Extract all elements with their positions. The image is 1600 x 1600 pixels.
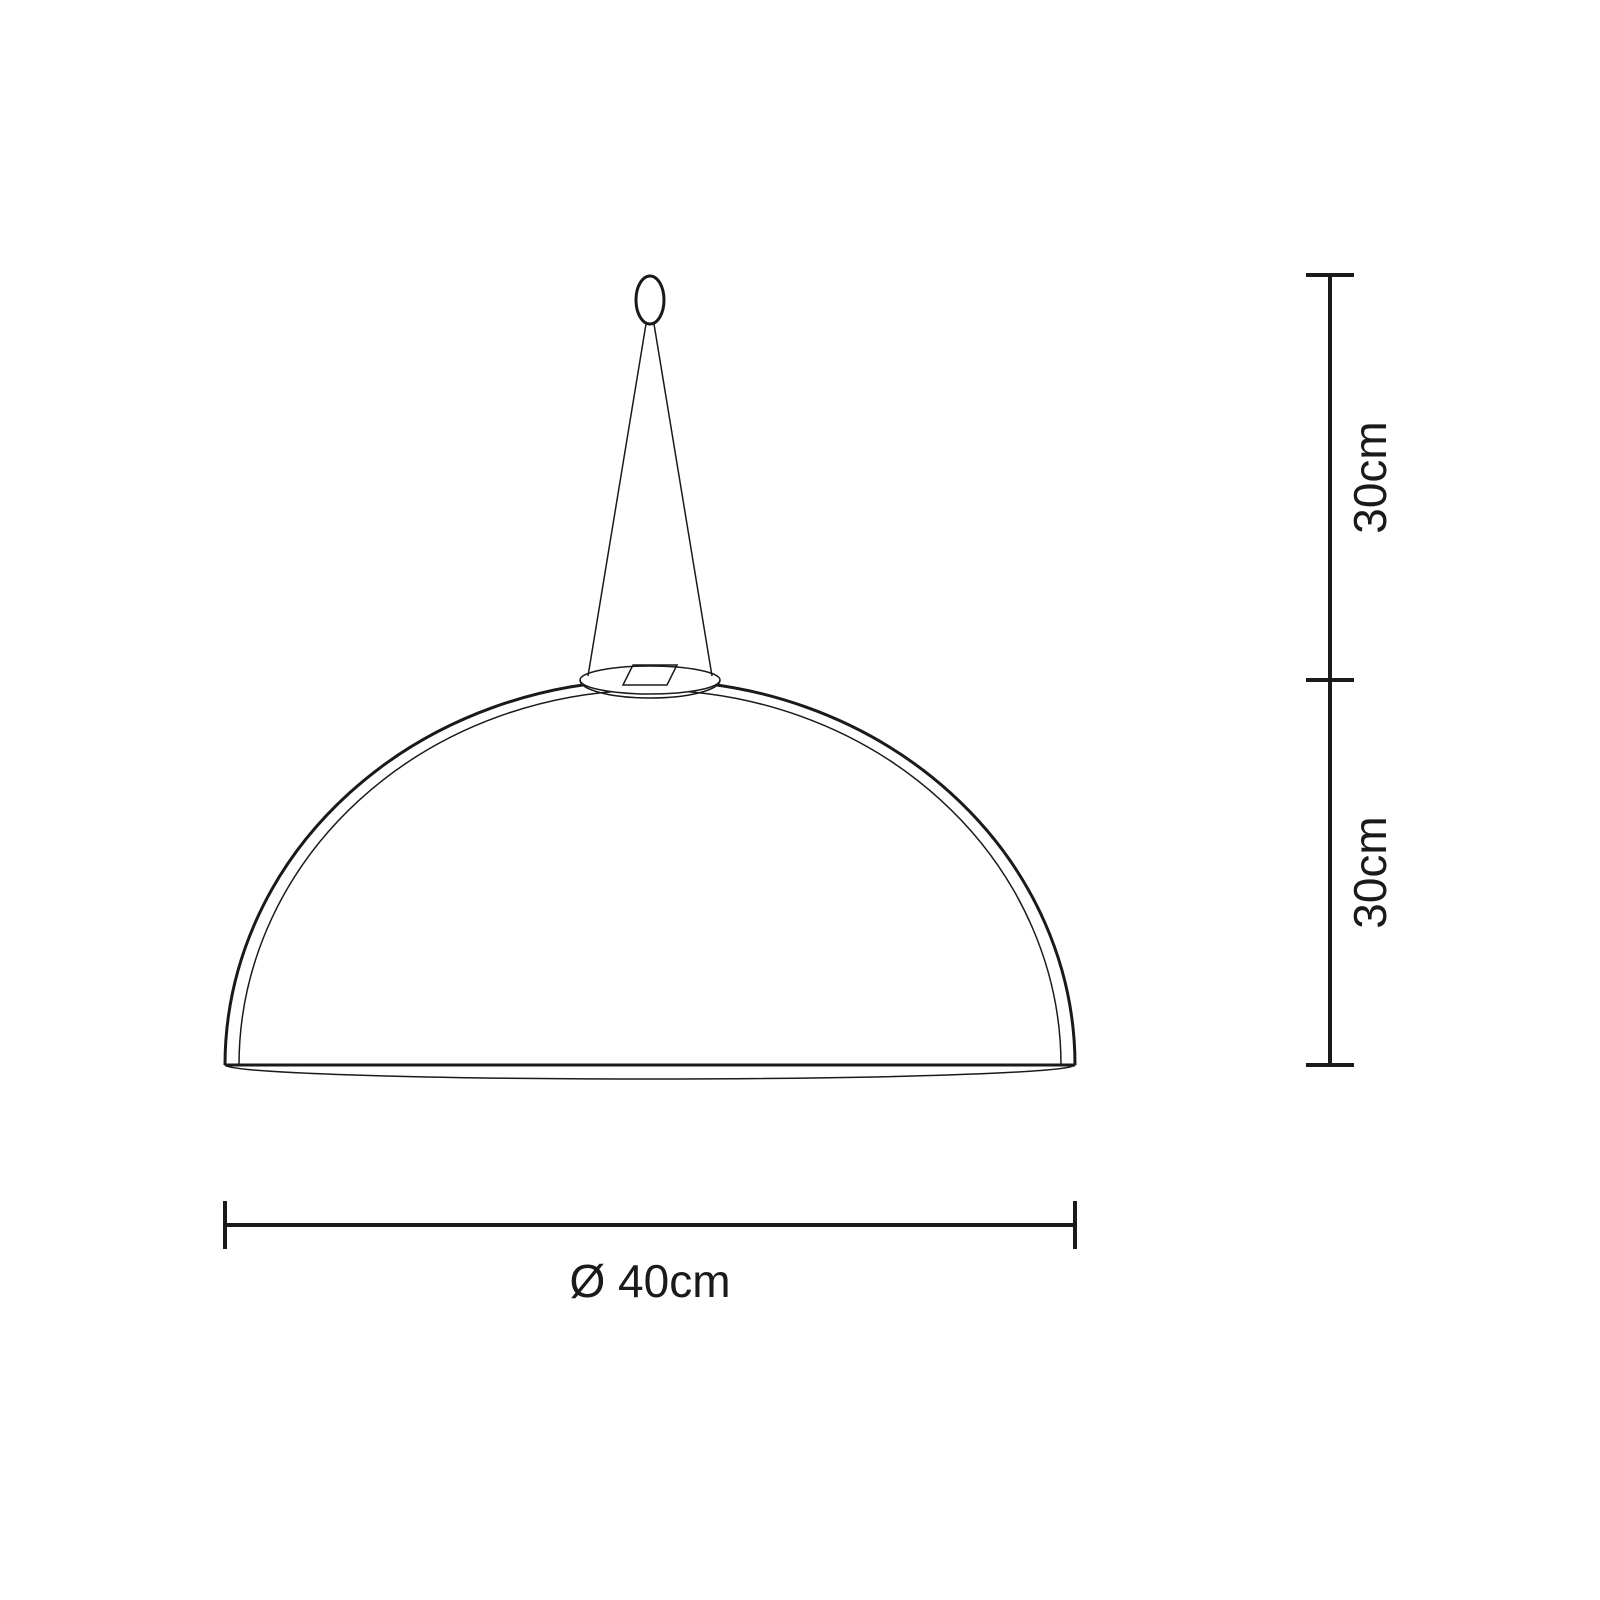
dome-inner-line: [239, 690, 1061, 1065]
dim-label-upper: 30cm: [1344, 421, 1396, 533]
lamp-top-cap: [580, 666, 720, 694]
hanger-cord-left: [588, 324, 646, 676]
dim-label-diameter: Ø 40cm: [569, 1255, 730, 1307]
dome-outline: [225, 680, 1075, 1065]
hanger-cord-right: [654, 324, 712, 676]
lamp-dimension-diagram: 30cm 30cm Ø 40cm: [0, 0, 1600, 1600]
hanger-ring: [636, 276, 664, 324]
dim-label-lower: 30cm: [1344, 816, 1396, 928]
dome-bottom-ellipse: [225, 1065, 1075, 1079]
